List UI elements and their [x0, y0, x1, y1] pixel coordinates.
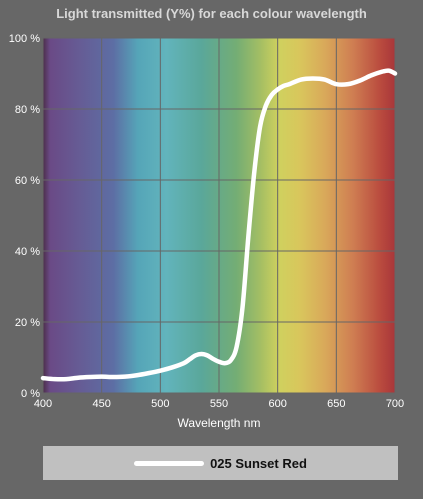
x-tick-700: 700 [386, 398, 404, 410]
chart-title: Light transmitted (Y%) for each colour w… [56, 6, 367, 21]
y-tick-60: 60 % [15, 175, 40, 187]
x-tick-600: 600 [268, 398, 286, 410]
x-tick-500: 500 [151, 398, 169, 410]
legend: 025 Sunset Red [43, 446, 398, 480]
y-tick-20: 20 % [15, 317, 40, 329]
y-tick-40: 40 % [15, 246, 40, 258]
x-tick-550: 550 [210, 398, 228, 410]
x-tick-450: 450 [92, 398, 110, 410]
legend-swatch [134, 460, 205, 466]
x-tick-400: 400 [34, 398, 52, 410]
x-tick-labels: 400 450 500 550 600 650 700 [34, 398, 404, 410]
grid-lines [42, 37, 396, 394]
y-tick-80: 80 % [15, 104, 40, 116]
x-axis-label: Wavelength nm [178, 416, 261, 430]
x-tick-650: 650 [327, 398, 345, 410]
y-tick-labels: 0 % 20 % 40 % 60 % 80 % 100 % [9, 33, 40, 400]
transmission-chart: 0 % 20 % 40 % 60 % 80 % 100 % 400 450 500 550 600… [9, 33, 404, 430]
y-tick-0: 0 % [21, 388, 40, 400]
y-tick-100: 100 % [9, 33, 40, 45]
series-line-025-sunset-red [40, 68, 398, 382]
legend-label: 025 Sunset Red [210, 455, 307, 471]
